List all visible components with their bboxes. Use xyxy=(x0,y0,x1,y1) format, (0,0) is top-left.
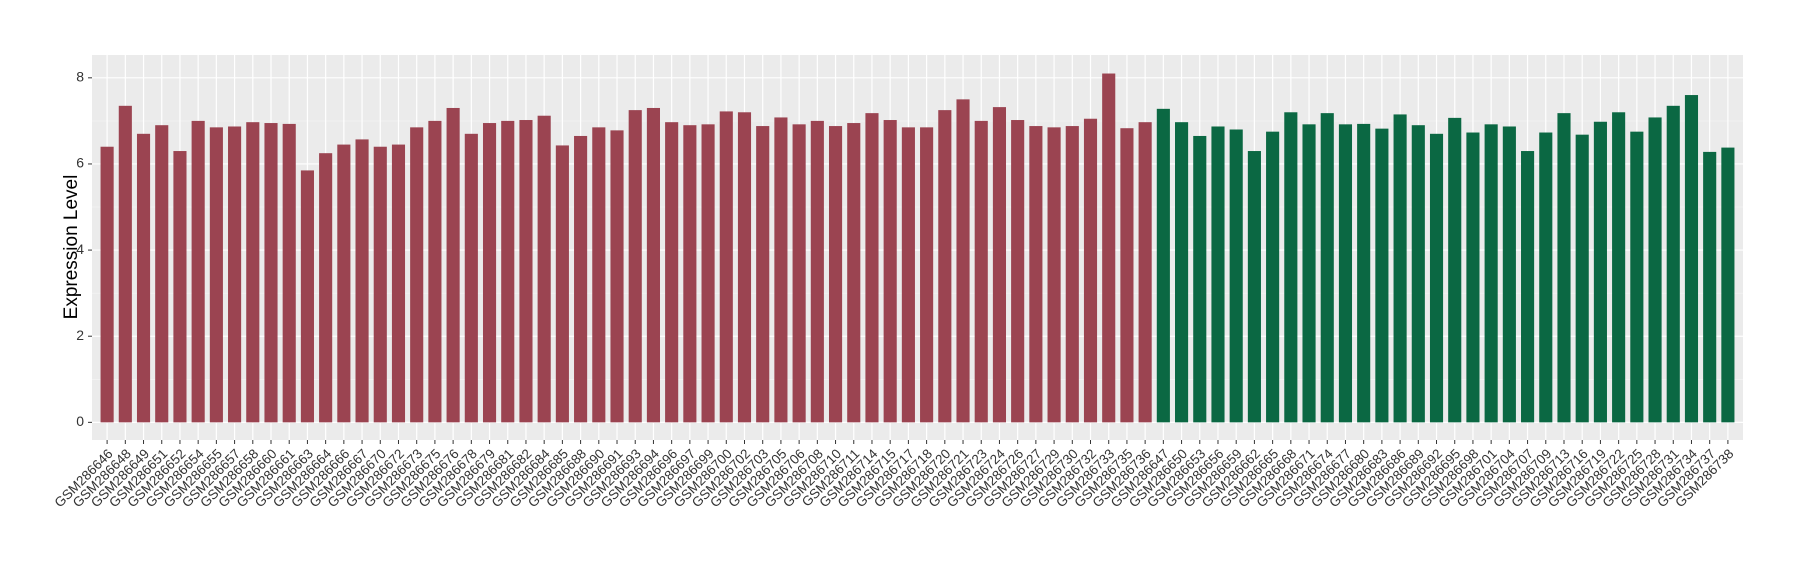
bar xyxy=(355,139,369,423)
bar xyxy=(1120,128,1134,423)
bar xyxy=(391,144,406,423)
bar xyxy=(756,126,770,423)
bar xyxy=(118,105,132,423)
bar xyxy=(1338,124,1353,423)
bar xyxy=(719,111,733,423)
bar xyxy=(246,122,260,423)
bar xyxy=(1357,123,1371,423)
bar xyxy=(1284,112,1298,423)
bar xyxy=(482,123,497,423)
bar xyxy=(1502,126,1516,423)
y-tick-label: 6 xyxy=(76,155,84,171)
bar xyxy=(938,110,952,423)
bar xyxy=(1539,132,1553,423)
y-tick-label: 0 xyxy=(76,413,84,429)
bar xyxy=(883,120,897,423)
bar xyxy=(574,135,588,423)
bar xyxy=(1429,133,1444,423)
bar xyxy=(100,146,114,423)
bar xyxy=(519,120,533,423)
bar xyxy=(1684,95,1699,423)
bar xyxy=(410,127,424,423)
bar xyxy=(1320,113,1334,423)
bar xyxy=(1229,129,1243,423)
bar xyxy=(1193,135,1207,423)
bar xyxy=(1247,151,1261,423)
y-tick-label: 2 xyxy=(76,327,84,343)
bar xyxy=(737,112,752,423)
bar xyxy=(1047,127,1061,423)
bar xyxy=(1721,147,1735,423)
bar xyxy=(1411,125,1425,423)
bar xyxy=(1557,113,1571,423)
bar xyxy=(1593,121,1607,423)
bar xyxy=(847,123,861,423)
bar xyxy=(1029,126,1043,423)
bar xyxy=(155,125,169,423)
bar xyxy=(1102,73,1116,423)
bar xyxy=(228,126,242,423)
bar xyxy=(956,99,970,423)
bar xyxy=(319,153,333,423)
bar xyxy=(1466,132,1480,423)
bar xyxy=(1138,122,1152,423)
bar xyxy=(1612,112,1626,423)
bar xyxy=(1083,118,1098,423)
bar xyxy=(555,145,569,423)
bar xyxy=(1448,117,1462,423)
bar xyxy=(1156,108,1170,423)
bar xyxy=(428,120,442,423)
bar xyxy=(446,107,460,423)
bar xyxy=(136,133,151,423)
bar xyxy=(537,115,551,423)
bar xyxy=(501,120,515,423)
bar xyxy=(774,117,788,423)
bar xyxy=(920,127,934,423)
bar xyxy=(1666,105,1680,423)
bar xyxy=(209,127,223,423)
bar xyxy=(1065,126,1079,423)
bar xyxy=(646,107,660,423)
y-axis-label: Expression Level xyxy=(61,175,82,320)
bar xyxy=(865,113,879,423)
bar xyxy=(792,124,806,423)
bar xyxy=(264,123,278,423)
bar xyxy=(1703,151,1717,423)
bar xyxy=(1266,131,1280,423)
bar xyxy=(610,130,624,423)
bar xyxy=(282,123,296,423)
bar xyxy=(1575,134,1589,423)
bar xyxy=(592,127,606,423)
bar xyxy=(1393,114,1407,423)
bar xyxy=(1011,120,1025,423)
bar xyxy=(1648,117,1662,423)
bar xyxy=(1630,131,1644,423)
bar xyxy=(810,120,824,423)
bar xyxy=(683,125,697,423)
bar xyxy=(1211,126,1225,423)
bar xyxy=(173,151,187,423)
y-tick-label: 4 xyxy=(76,241,84,257)
y-tick-label: 8 xyxy=(76,69,84,85)
bar xyxy=(992,107,1007,423)
bar xyxy=(828,126,843,423)
bar xyxy=(901,127,915,423)
bar xyxy=(191,120,205,423)
bar xyxy=(665,122,679,423)
bar xyxy=(373,146,387,423)
bar xyxy=(1521,151,1535,423)
bar xyxy=(628,110,642,423)
bar xyxy=(300,170,314,423)
bar xyxy=(464,133,478,423)
bar xyxy=(337,144,351,423)
bar xyxy=(1375,128,1389,423)
bar xyxy=(1484,124,1498,423)
bar xyxy=(701,124,715,423)
bar xyxy=(974,120,988,423)
bar xyxy=(1175,122,1189,423)
bar xyxy=(1302,124,1316,423)
